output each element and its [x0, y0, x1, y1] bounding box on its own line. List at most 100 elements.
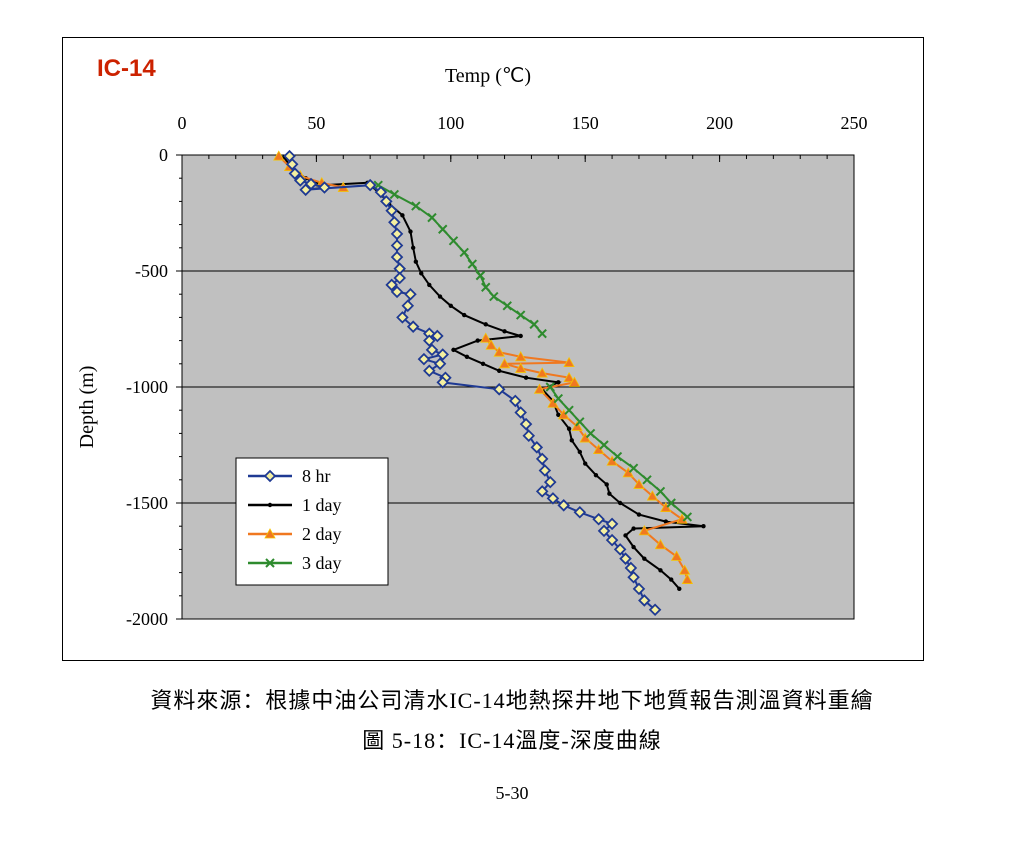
y-axis-label: Depth (m) — [76, 366, 98, 449]
chart-title: IC-14 — [97, 55, 156, 82]
data-point — [632, 582, 646, 596]
data-point — [475, 270, 486, 281]
legend: 8 hr 1 day 2 day 3 day — [235, 457, 389, 586]
data-point — [636, 512, 642, 517]
data-point — [654, 538, 667, 550]
data-point — [438, 224, 448, 234]
data-point — [631, 544, 636, 550]
data-point — [564, 405, 574, 415]
data-point — [480, 332, 492, 343]
data-point — [537, 328, 547, 339]
data-point — [568, 376, 581, 387]
x-tick-label: 0 — [178, 113, 187, 133]
x-tick-label: 50 — [307, 113, 325, 133]
data-point — [427, 282, 432, 288]
data-point — [318, 181, 331, 194]
data-point — [489, 291, 499, 302]
x-tick-label: 100 — [437, 113, 464, 133]
data-point — [390, 239, 404, 252]
data-point — [619, 552, 632, 565]
data-point — [530, 441, 544, 454]
data-point — [648, 603, 662, 616]
data-point — [585, 428, 596, 439]
legend-label: 3 day — [302, 553, 342, 573]
chart-frame: 0 -500 -1000 -1500 -2000 0 50 100 150 200 250 IC-14… — [62, 37, 924, 661]
data-point — [411, 201, 421, 211]
data-point — [363, 178, 377, 192]
data-point — [522, 429, 536, 442]
data-point — [273, 150, 285, 161]
data-point — [475, 338, 480, 343]
data-point — [677, 586, 682, 592]
legend-item: 3 day — [248, 553, 342, 573]
data-point — [481, 282, 491, 292]
y-tick-label: 0 — [159, 145, 168, 165]
data-point — [575, 417, 585, 427]
data-point — [638, 594, 651, 607]
x-tick-label: 200 — [706, 113, 733, 133]
data-point — [566, 426, 572, 431]
data-point — [496, 368, 502, 373]
data-point — [401, 299, 415, 313]
data-point — [556, 380, 561, 385]
data-point — [374, 185, 388, 199]
x-tick-label: 250 — [841, 113, 868, 133]
data-point — [433, 357, 447, 371]
data-point — [538, 464, 552, 477]
data-point — [396, 311, 409, 324]
data-point — [633, 478, 645, 489]
data-point — [389, 189, 400, 200]
data-point — [515, 351, 527, 362]
data-point — [569, 438, 574, 443]
data-point — [483, 322, 488, 327]
data-point — [535, 452, 549, 466]
legend-marker — [267, 502, 273, 508]
page-number: 5-30 — [495, 783, 529, 803]
y-tick-label: -1500 — [126, 493, 168, 513]
data-point — [613, 543, 627, 556]
data-point — [669, 577, 674, 582]
data-point — [515, 310, 526, 320]
data-point — [448, 236, 459, 246]
data-point — [385, 204, 398, 217]
data-point — [288, 167, 302, 180]
data-point — [529, 319, 539, 330]
data-point — [419, 271, 424, 276]
data-point — [299, 183, 312, 197]
data-point — [617, 500, 623, 506]
data-point — [493, 346, 505, 357]
data-point — [514, 406, 527, 419]
data-point — [563, 356, 575, 368]
data-point — [464, 354, 470, 360]
legend-item: 1 day — [248, 495, 342, 515]
y-tick-label: -500 — [135, 261, 168, 281]
temperature-depth-chart: 0 -500 -1000 -1500 -2000 0 50 100 150 200 250 IC-14… — [76, 55, 868, 629]
legend-marker — [263, 469, 277, 483]
data-point — [670, 550, 683, 561]
data-point — [437, 294, 443, 299]
legend-marker — [265, 558, 275, 568]
data-point — [385, 278, 398, 292]
data-point — [607, 491, 612, 496]
data-point — [519, 417, 533, 431]
data-point — [627, 570, 640, 584]
data-point — [624, 561, 638, 575]
data-point — [380, 195, 393, 208]
data-point — [459, 247, 469, 258]
data-point — [631, 526, 636, 531]
data-point — [604, 482, 609, 487]
data-point — [427, 212, 437, 223]
data-point — [597, 524, 611, 538]
data-point — [515, 362, 527, 373]
x-tick-label: 150 — [572, 113, 599, 133]
data-point — [638, 525, 651, 536]
data-point — [523, 375, 529, 380]
data-point — [413, 259, 419, 264]
data-point — [518, 333, 523, 339]
data-point — [612, 451, 623, 462]
data-point — [423, 334, 436, 347]
data-point — [462, 312, 467, 318]
data-point — [571, 420, 583, 431]
data-point — [658, 568, 663, 573]
data-point — [546, 492, 560, 505]
